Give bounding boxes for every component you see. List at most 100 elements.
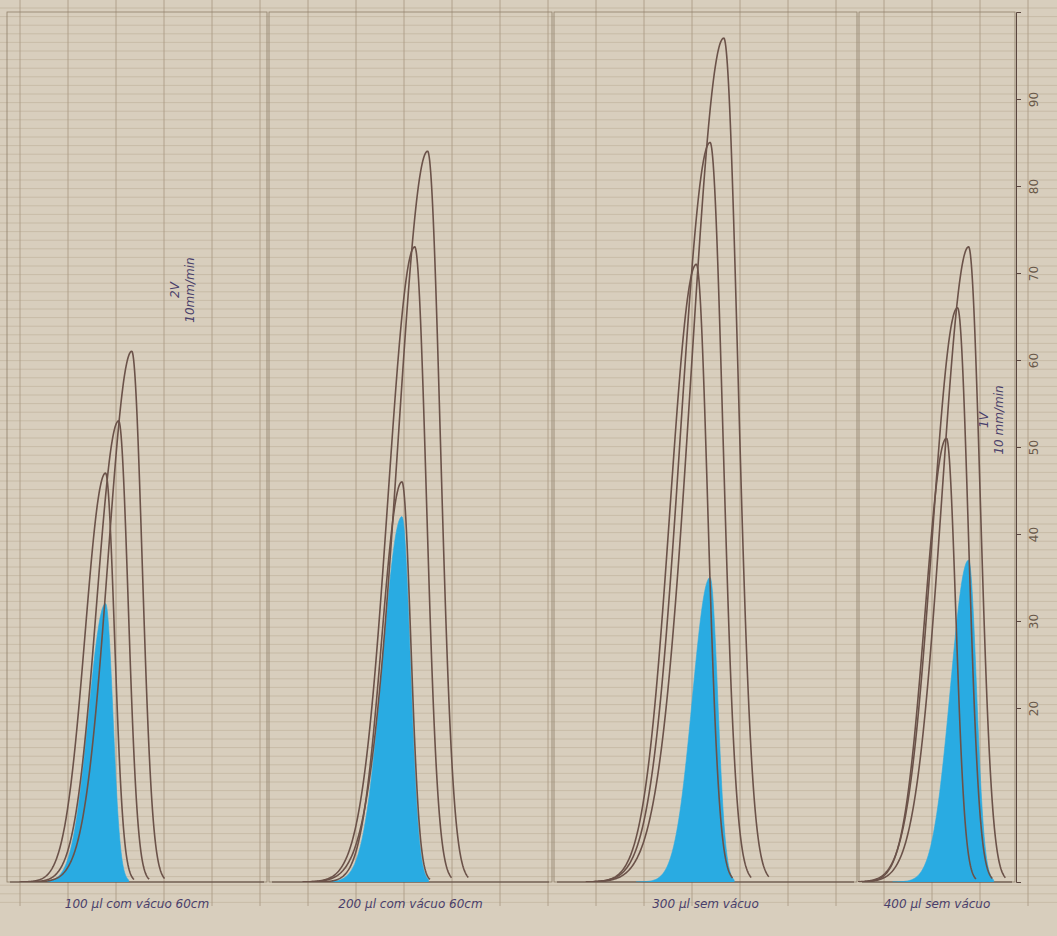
- paper-rule: [0, 94, 1057, 95]
- panel-label: 100 µl com vácuo 60cm: [65, 897, 209, 911]
- tick: 60: [1016, 353, 1041, 368]
- axis-line: [1017, 13, 1022, 883]
- paper-rule: [0, 610, 1057, 611]
- paper-rule: [884, 0, 885, 906]
- paper-rule: [0, 825, 1057, 826]
- peak-trace: [586, 264, 733, 882]
- paper-rule: [0, 739, 1057, 740]
- paper-rule: [0, 764, 1057, 765]
- paper-rule: [0, 687, 1057, 688]
- paper-rule: [0, 558, 1057, 559]
- paper-rule: [0, 403, 1057, 404]
- paper-rule: [0, 197, 1057, 198]
- tick-label: 30: [1027, 614, 1041, 629]
- paper-rule: [0, 137, 1057, 138]
- paper-rule: [0, 171, 1057, 172]
- paper-rule: [0, 420, 1057, 421]
- paper-rule: [0, 360, 1057, 361]
- paper-rule: [0, 438, 1057, 439]
- paper-rule: [0, 59, 1057, 60]
- paper-rule: [0, 214, 1057, 215]
- paper-rule: [356, 0, 357, 906]
- annotation: 10 mm/min: [992, 385, 1006, 454]
- paper: [0, 0, 1057, 936]
- paper-rule: [0, 386, 1057, 387]
- paper-rule: [0, 119, 1057, 120]
- marks: [858, 247, 1005, 882]
- paper-rule: [0, 850, 1057, 851]
- paper-rule: [0, 102, 1057, 103]
- paper-rule: [0, 300, 1057, 301]
- paper-rule: [0, 33, 1057, 34]
- paper-rule: [788, 0, 789, 906]
- paper-rule: [0, 352, 1057, 353]
- paper-rule: [0, 601, 1057, 602]
- paper-rule: [0, 343, 1057, 344]
- panel: 300 µl sem vácuo: [554, 12, 857, 911]
- paper-rule: [0, 575, 1057, 576]
- tick-label: 20: [1027, 701, 1041, 716]
- tick: 80: [1016, 179, 1041, 194]
- paper-rule: [0, 515, 1057, 516]
- paper-rule: [0, 369, 1057, 370]
- paper-rule: [0, 842, 1057, 843]
- paper-rule: [0, 42, 1057, 43]
- paper-rule: [0, 188, 1057, 189]
- paper-rule: [0, 799, 1057, 800]
- paper-rule: [596, 0, 597, 906]
- tick-mark: [1016, 447, 1021, 448]
- paper-rule: [644, 0, 645, 906]
- paper-rule: [212, 0, 213, 906]
- paper-rule: [164, 0, 165, 906]
- paper-rule: [0, 25, 1057, 26]
- tick-mark: [1016, 186, 1021, 187]
- paper-rule: [0, 644, 1057, 645]
- paper-rule: [0, 111, 1057, 112]
- paper-rule: [0, 885, 1057, 886]
- paper-rule: [0, 756, 1057, 757]
- panel-label: 300 µl sem vácuo: [652, 897, 759, 911]
- tick: 70: [1016, 266, 1041, 281]
- paper-rule: [0, 68, 1057, 69]
- paper-rule: [0, 455, 1057, 456]
- paper-rule: [0, 472, 1057, 473]
- paper-rule: [308, 0, 309, 906]
- paper-rule: [0, 584, 1057, 585]
- marks: [303, 151, 469, 882]
- peak-trace: [20, 473, 135, 882]
- paper-rule: [0, 653, 1057, 654]
- paper-rule: [0, 223, 1057, 224]
- paper-rule: [0, 567, 1057, 568]
- annotation: 10mm/min: [183, 257, 197, 322]
- tick-label: 60: [1027, 353, 1041, 368]
- panel-label: 200 µl com vácuo 60cm: [338, 897, 482, 911]
- tick-mark: [1016, 360, 1021, 361]
- tick: 40: [1016, 527, 1041, 542]
- paper-rule: [0, 816, 1057, 817]
- paper-rule: [68, 0, 69, 906]
- paper-rule: [0, 51, 1057, 52]
- paper-rule: [548, 0, 549, 906]
- paper-rule: [0, 506, 1057, 507]
- paper-rule: [0, 661, 1057, 662]
- paper-rule: [0, 721, 1057, 722]
- paper-rule: [0, 549, 1057, 550]
- paper-rule: [0, 730, 1057, 731]
- paper-rule: [0, 541, 1057, 542]
- annotation: 1V: [977, 411, 991, 428]
- paper-rule: [0, 670, 1057, 671]
- paper-rule: [0, 481, 1057, 482]
- paper-rule: [0, 704, 1057, 705]
- paper-rule: [0, 532, 1057, 533]
- paper-rule: [0, 678, 1057, 679]
- paper-rule: [0, 790, 1057, 791]
- peak-trace: [32, 351, 165, 882]
- paper-rule: [0, 489, 1057, 490]
- paper-rule: [0, 893, 1057, 894]
- tick-label: 40: [1027, 527, 1041, 542]
- paper-rule: [0, 162, 1057, 163]
- paper-rule: [0, 429, 1057, 430]
- paper-rule: [0, 257, 1057, 258]
- tick-mark: [1016, 99, 1021, 100]
- panel: 200 µl com vácuo 60cm: [269, 12, 552, 911]
